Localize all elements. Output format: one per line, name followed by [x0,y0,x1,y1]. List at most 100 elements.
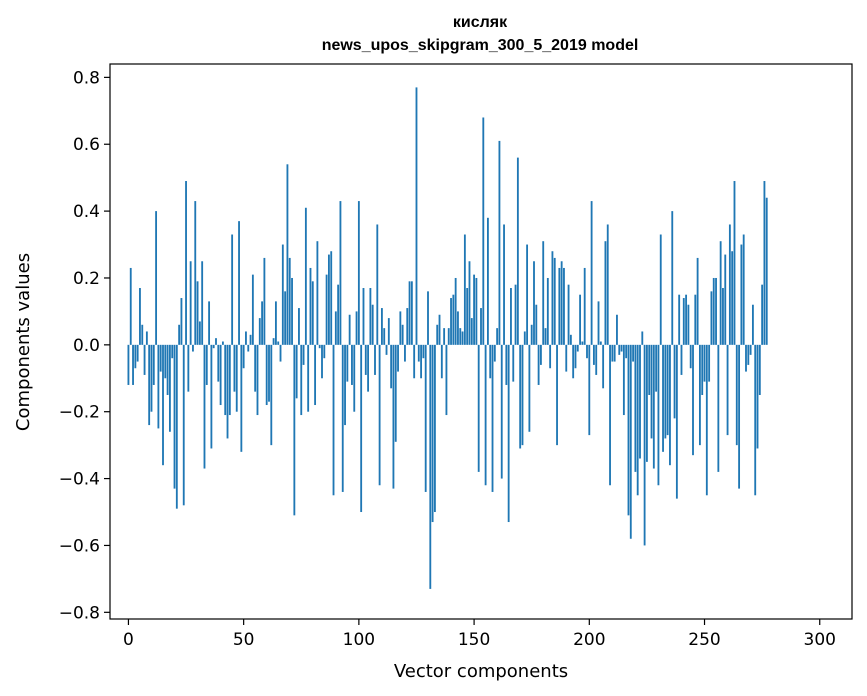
bar-component-94 [344,344,346,426]
bar-component-162 [500,344,503,479]
bar-component-47 [235,344,238,412]
bar-component-90 [334,311,337,345]
bar-component-249 [701,344,704,395]
bar-component-206 [602,344,605,389]
bar-component-197 [581,341,584,345]
bar-component-258 [722,288,724,345]
bar-component-93 [341,344,344,492]
bar-component-190 [565,344,568,372]
bar-component-88 [330,251,333,345]
bar-component-269 [747,344,750,365]
bar-component-10 [150,344,153,412]
bar-component-223 [641,331,644,345]
bar-component-137 [443,328,446,345]
bar-component-218 [629,344,632,539]
x-tick-label: 0 [123,630,134,650]
bar-component-125 [415,87,418,345]
bar-component-79 [309,267,312,345]
bar-component-178 [537,344,540,385]
bar-component-228 [652,344,655,469]
bar-component-173 [526,244,529,345]
bar-component-185 [553,257,556,345]
bar-component-114 [390,344,393,389]
bar-component-65 [277,341,280,345]
bar-component-66 [279,344,282,362]
bar-component-147 [466,288,469,345]
bar-component-109 [378,344,381,486]
bar-component-26 [187,344,190,392]
bar-component-113 [387,318,390,345]
bar-component-192 [569,334,572,345]
bar-component-194 [574,344,577,369]
bar-component-102 [362,288,365,345]
bar-component-119 [401,324,404,345]
bar-component-268 [745,344,747,372]
bar-component-68 [284,291,287,345]
bar-component-183 [549,344,552,369]
bar-component-100 [357,201,360,345]
bar-component-74 [298,308,300,345]
bar-component-174 [528,344,531,432]
bar-component-92 [339,201,342,345]
bar-component-13 [157,344,160,429]
bar-component-230 [657,344,660,486]
bar-component-180 [542,241,545,345]
bar-component-30 [196,281,199,345]
bar-component-158 [491,344,494,492]
y-tick-label: −0.6 [59,536,100,556]
plot-frame [109,63,853,620]
bar-component-157 [489,344,492,379]
bar-component-54 [251,274,254,345]
bar-component-189 [563,267,565,345]
bar-component-60 [265,344,268,406]
bar-component-38 [215,338,217,345]
bar-component-164 [505,344,508,385]
bar-component-198 [583,267,586,345]
bar-component-196 [579,294,582,345]
bar-component-81 [314,344,317,406]
bar-component-215 [622,344,625,416]
bar-component-22 [178,324,181,345]
bar-component-136 [440,344,443,379]
bar-component-40 [219,344,222,406]
bar-component-42 [224,344,227,416]
bar-component-33 [203,344,206,469]
bar-component-132 [431,344,434,523]
bar-component-202 [592,344,595,365]
bar-component-181 [544,328,547,345]
bar-component-4 [136,344,139,362]
bar-component-105 [369,288,372,345]
bar-component-236 [671,211,674,345]
bar-component-231 [659,234,662,345]
bar-component-39 [217,344,220,382]
bar-component-139 [447,328,450,345]
bar-component-251 [705,344,708,496]
bar-component-61 [268,344,270,402]
bar-component-155 [484,344,487,486]
x-tick-label: 200 [573,630,605,650]
bar-component-82 [316,241,319,345]
bar-component-21 [175,344,178,509]
bar-component-14 [159,344,162,372]
bar-component-135 [438,314,441,345]
bar-component-104 [367,344,370,392]
bar-component-266 [740,244,743,345]
bar-component-89 [332,344,335,496]
bar-component-124 [413,344,416,379]
bar-component-277 [765,197,768,345]
bar-component-3 [134,344,137,369]
bar-component-248 [698,344,701,446]
bar-component-256 [717,344,720,472]
bar-component-63 [272,338,275,345]
bar-component-140 [450,298,452,345]
bar-component-165 [507,344,510,523]
bar-component-37 [212,344,215,349]
bar-component-55 [254,344,257,392]
bar-component-32 [201,261,204,345]
bar-component-242 [685,294,688,345]
bar-component-101 [360,344,363,513]
bar-component-201 [590,201,593,345]
bar-component-153 [480,308,482,345]
bar-component-270 [749,344,752,355]
